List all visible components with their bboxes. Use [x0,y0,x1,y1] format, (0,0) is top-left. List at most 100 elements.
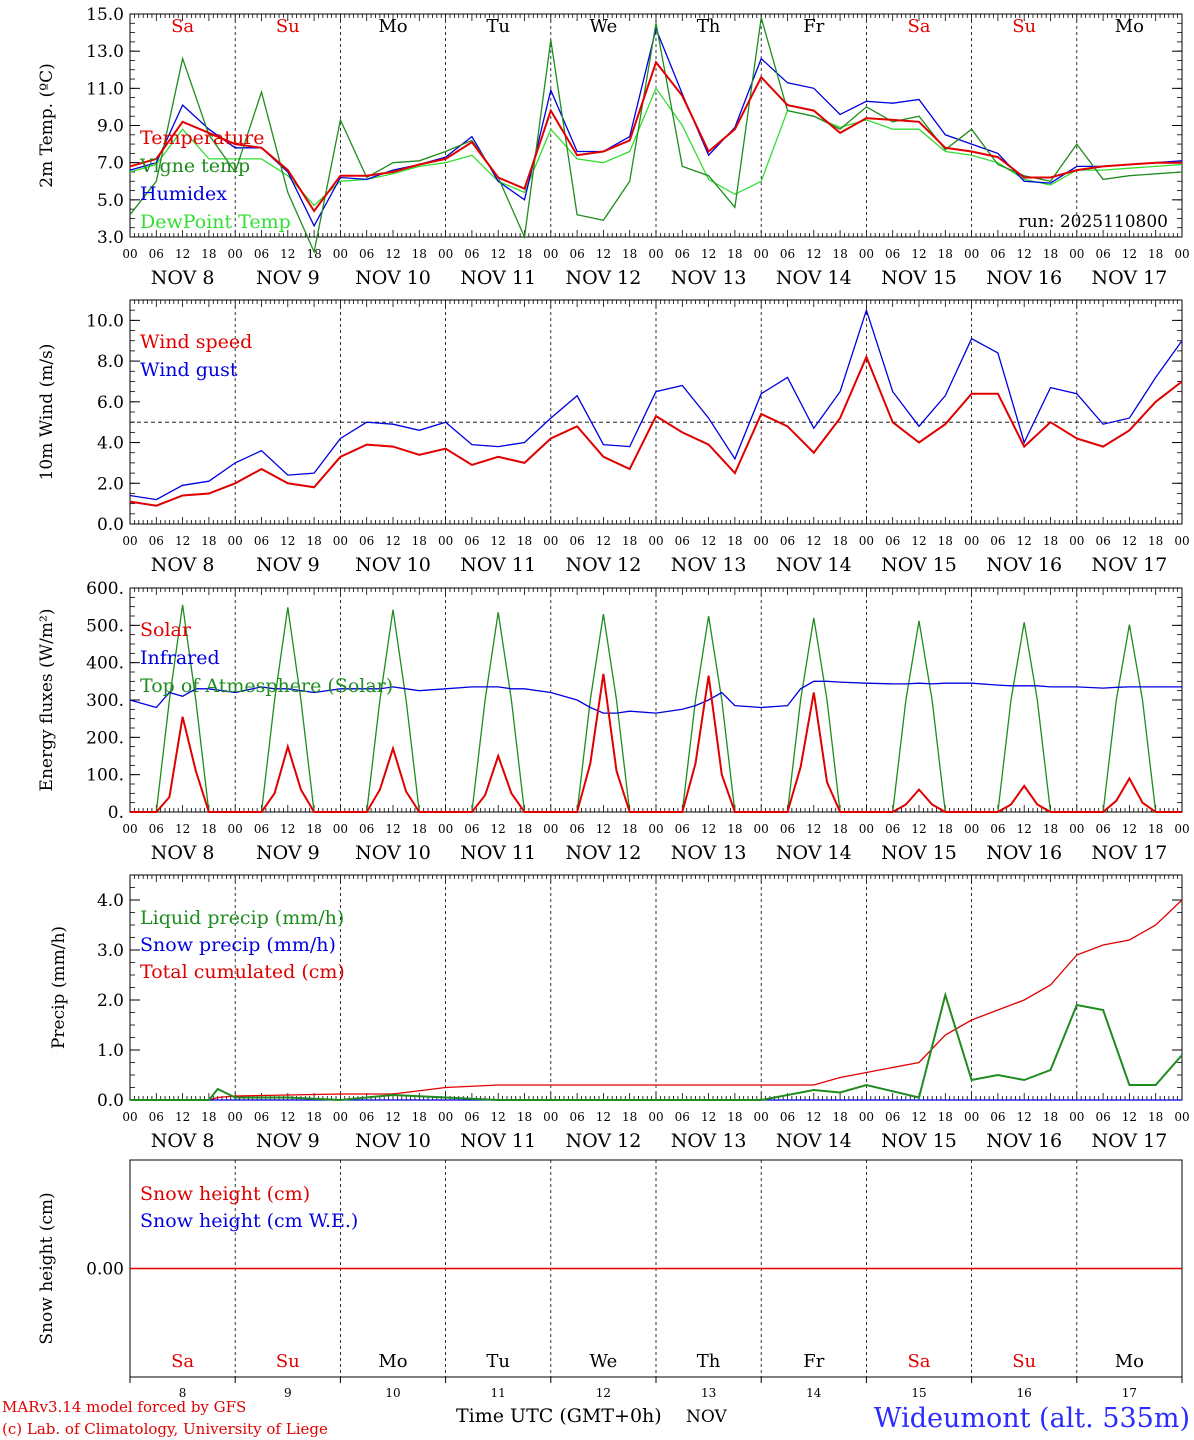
hour-tick-label: 06 [359,1110,374,1124]
hour-tick-label: 06 [990,247,1005,261]
hour-tick-label: 18 [1148,534,1163,548]
date-label: NOV 17 [1091,554,1167,576]
series-line-solar [130,673,1182,813]
hour-tick-label: 00 [859,1110,874,1124]
hour-tick-label: 18 [412,247,427,261]
hour-tick-label: 12 [806,1110,821,1124]
hour-tick-label: 00 [228,1110,243,1124]
hour-tick-label: 00 [543,1110,558,1124]
hour-tick-label: 00 [438,247,453,261]
series-line-total-cumulated-cm- [130,899,1183,1101]
weekday-label: Tu [486,1351,510,1372]
hour-tick-label: 06 [1095,534,1110,548]
hour-tick-label: 00 [648,534,663,548]
hour-tick-label: 18 [412,534,427,548]
hour-tick-label: 06 [569,247,584,261]
y-tick-label: 4.0 [97,891,124,911]
hour-tick-label: 06 [254,1110,269,1124]
y-tick-label: 11.0 [86,79,124,99]
y-tick-label: 6.0 [97,393,124,413]
hour-tick-label: 18 [306,822,321,836]
hour-tick-label: 12 [1017,822,1032,836]
hour-tick-label: 06 [149,247,164,261]
hour-tick-label: 12 [596,822,611,836]
date-label: NOV 9 [256,554,320,576]
date-label: NOV 14 [776,842,852,864]
hour-tick-label: 00 [648,822,663,836]
hour-tick-label: 00 [333,247,348,261]
hour-tick-label: 06 [675,822,690,836]
legend-entry: Snow precip (mm/h) [140,934,336,956]
hour-tick-label: 18 [1148,822,1163,836]
hour-tick-label: 12 [491,822,506,836]
date-label: NOV 12 [565,842,641,864]
hour-tick-label: 18 [938,822,953,836]
hour-tick-label: 06 [990,534,1005,548]
hour-tick-label: 00 [964,822,979,836]
legend-entry: Snow height (cm W.E.) [140,1210,358,1232]
hour-tick-label: 12 [175,1110,190,1124]
hour-tick-label: 18 [622,247,637,261]
hour-tick-label: 00 [1174,247,1189,261]
panel-2: 0.0 2.0 4.0 6.0 8.0 10.0 10m Wind (m/s) Wind sp… [37,299,1190,576]
date-label: NOV 8 [151,267,215,289]
hour-tick-label: 18 [727,247,742,261]
y-tick-label: 8.0 [97,352,124,372]
y-axis-label: Precip (mm/h) [49,926,69,1049]
hour-tick-label: 00 [122,534,137,548]
hour-tick-label: 06 [675,247,690,261]
day-number: 16 [1017,1386,1032,1400]
y-tick-label: 600. [86,579,124,599]
hour-tick-label: 00 [648,1110,663,1124]
y-tick-label: 3.0 [97,941,124,961]
hour-tick-label: 00 [228,247,243,261]
hour-tick-label: 18 [517,822,532,836]
hour-tick-label: 00 [1069,1110,1084,1124]
weekday-label: Tu [486,16,510,37]
weekday-label: Th [697,1351,721,1372]
weekday-label: We [590,1351,618,1372]
hour-tick-label: 00 [122,822,137,836]
hour-tick-label: 06 [780,822,795,836]
plot-frame [129,587,1183,813]
hour-tick-label: 00 [543,247,558,261]
hour-tick-label: 18 [832,822,847,836]
series-line-liquid-precip-mm-h- [130,991,1183,1102]
hour-tick-label: 06 [780,1110,795,1124]
weekday-label: Fr [803,16,824,37]
hour-tick-label: 00 [754,247,769,261]
hour-tick-label: 12 [701,534,716,548]
hour-tick-label: 18 [727,1110,742,1124]
hour-tick-label: 06 [569,1110,584,1124]
hour-tick-label: 00 [228,534,243,548]
hour-tick-label: 18 [412,1110,427,1124]
y-tick-label: 5.0 [97,191,124,211]
panels: 3.0 5.0 7.0 9.0 11.0 13.0 15.0 2m Temp. (ºC) Tem… [37,5,1190,1400]
series-line-vigne-temp [129,17,1183,255]
hour-tick-label: 00 [122,247,137,261]
hour-tick-label: 06 [149,534,164,548]
hour-tick-label: 06 [464,1110,479,1124]
weekday-label: Su [276,1351,300,1372]
hour-tick-label: 06 [254,247,269,261]
hour-tick-label: 06 [885,1110,900,1124]
y-tick-label: 15.0 [86,5,124,25]
hour-tick-label: 06 [1095,1110,1110,1124]
date-label: NOV 13 [671,842,747,864]
hour-tick-label: 00 [1069,822,1084,836]
date-label: NOV 12 [565,554,641,576]
hour-tick-label: 06 [569,822,584,836]
hour-tick-label: 18 [622,822,637,836]
hour-tick-label: 18 [938,534,953,548]
legend-entry: Wind gust [140,359,238,381]
hour-tick-label: 00 [754,534,769,548]
y-axis-label: Energy fluxes (W/m²) [37,609,57,792]
day-number: 13 [701,1386,716,1400]
hour-tick-label: 12 [1017,247,1032,261]
hour-tick-label: 06 [254,534,269,548]
y-tick-label: 9.0 [97,117,124,137]
hour-tick-label: 12 [1017,1110,1032,1124]
panel-4: 0.0 1.0 2.0 3.0 4.0 Precip (mm/h) Liquid preci… [49,874,1190,1152]
y-tick-label: 0.00 [86,1260,124,1280]
hour-tick-label: 00 [859,247,874,261]
